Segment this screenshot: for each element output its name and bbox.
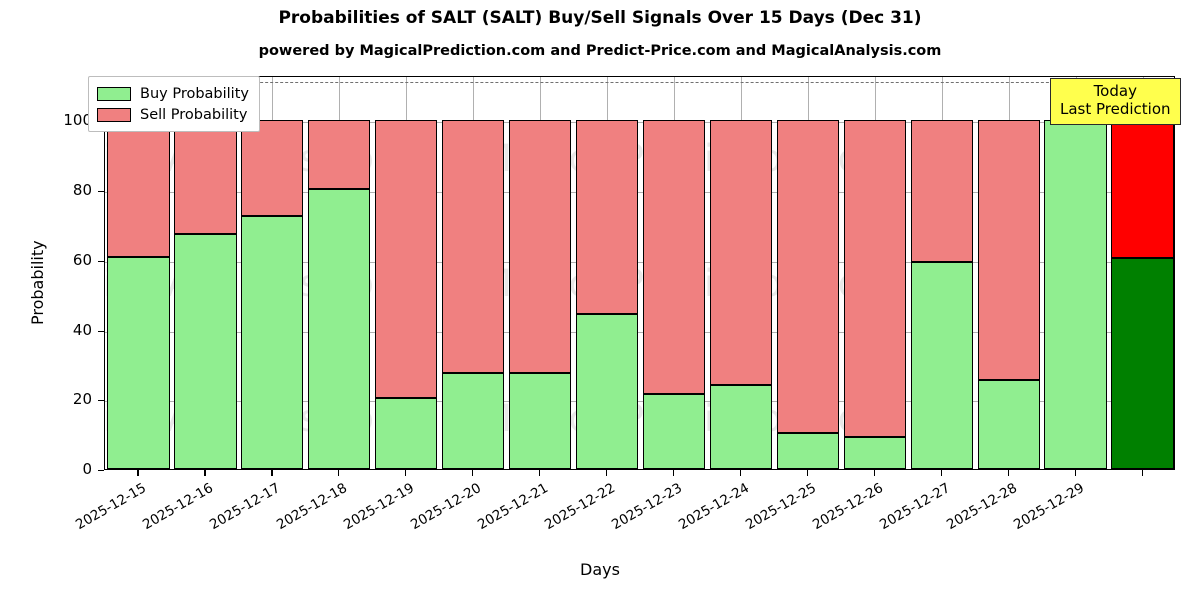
x-tick-mark [1074, 470, 1076, 476]
y-tick-mark [98, 191, 104, 193]
chart-subtitle: powered by MagicalPrediction.com and Pre… [258, 43, 942, 59]
legend-item[interactable]: Buy Probability [97, 83, 249, 104]
legend-item[interactable]: Sell Probability [97, 104, 249, 125]
bar-segment-sell[interactable] [977, 120, 1040, 381]
bar-segment-sell[interactable] [107, 120, 170, 257]
x-tick-mark [472, 470, 474, 476]
y-tick-label: 40 [72, 320, 92, 339]
bar-group[interactable] [910, 77, 973, 469]
x-tick-mark [940, 470, 942, 476]
bar-segment-sell[interactable] [709, 120, 773, 385]
bar-segment-sell[interactable] [575, 120, 639, 314]
gridline-horizontal [105, 331, 1174, 333]
plot-area: MagicalAnalysis.comMagicalPrediction.com… [104, 76, 1175, 470]
bar-group[interactable] [1111, 77, 1174, 469]
x-tick-mark [806, 470, 809, 476]
legend-swatch-icon [97, 86, 131, 101]
bar-segment-sell[interactable] [910, 120, 973, 262]
y-tick-mark [98, 330, 104, 332]
bar-segment-buy[interactable] [575, 313, 639, 469]
y-tick-mark [98, 470, 104, 472]
bar-group[interactable] [375, 77, 438, 469]
bar-group[interactable] [776, 77, 839, 469]
bar-group[interactable] [442, 77, 505, 469]
y-tick-label: 60 [72, 250, 92, 269]
y-tick-label: 0 [82, 460, 92, 478]
bar-group[interactable] [174, 77, 237, 469]
threshold-dashed-line [105, 82, 1174, 84]
bar-segment-sell[interactable] [174, 120, 237, 234]
bar-group[interactable] [508, 77, 572, 469]
x-tick-mark [672, 470, 675, 476]
bar-group[interactable] [107, 77, 170, 469]
bar-segment-sell[interactable] [375, 120, 438, 398]
bar-segment-buy[interactable] [776, 432, 839, 469]
bar-segment-buy[interactable] [241, 215, 304, 469]
bar-segment-buy[interactable] [843, 436, 906, 469]
y-tick-mark [98, 400, 104, 402]
bar-group[interactable] [977, 77, 1040, 469]
y-tick-mark [98, 260, 104, 262]
bar-segment-buy[interactable] [442, 373, 505, 469]
bar-segment-buy[interactable] [375, 397, 438, 469]
x-tick-mark [539, 470, 541, 476]
bar-segment-buy[interactable] [709, 384, 773, 469]
bar-segment-sell[interactable] [241, 120, 304, 216]
x-tick-mark [873, 470, 875, 476]
x-tick-mark [405, 470, 407, 476]
y-tick-label: 80 [72, 181, 92, 200]
bar-group[interactable] [843, 77, 906, 469]
bar-segment-buy[interactable] [508, 373, 572, 469]
gridline-horizontal [105, 401, 1174, 403]
x-tick-mark [137, 470, 139, 476]
today-annotation: Today Last Prediction [1050, 78, 1181, 125]
bar-segment-sell[interactable] [442, 120, 505, 374]
x-axis-label: Days [580, 560, 620, 579]
gridline-horizontal [105, 261, 1174, 263]
x-tick-mark [338, 470, 340, 476]
bar-segment-sell[interactable] [776, 120, 839, 433]
bar-segment-buy[interactable] [107, 256, 170, 469]
last-prediction-label: Last Prediction [1060, 100, 1171, 119]
gridline-horizontal [105, 192, 1174, 194]
bar-group[interactable] [1044, 77, 1107, 469]
bar-group[interactable] [575, 77, 639, 469]
y-tick-label: 100 [63, 111, 92, 130]
bar-segment-sell[interactable] [1111, 120, 1174, 259]
x-tick-mark [271, 470, 273, 476]
gridline-horizontal [105, 122, 1174, 124]
chart-title: Probabilities of SALT (SALT) Buy/Sell Si… [278, 8, 922, 28]
bar-segment-sell[interactable] [642, 120, 706, 394]
x-tick-mark [204, 470, 206, 476]
bar-segment-sell[interactable] [843, 120, 906, 437]
x-tick-mark [1141, 470, 1143, 476]
legend-label: Buy Probability [140, 85, 249, 102]
bar-segment-buy[interactable] [1044, 120, 1107, 469]
plot-inner: MagicalAnalysis.comMagicalPrediction.com… [105, 77, 1174, 469]
y-tick-label: 20 [72, 390, 92, 409]
bar-segment-buy[interactable] [1111, 258, 1174, 469]
legend-swatch-icon [97, 107, 131, 122]
bar-segment-buy[interactable] [977, 380, 1040, 469]
bar-segment-buy[interactable] [910, 261, 973, 469]
bar-segment-buy[interactable] [642, 393, 706, 469]
bar-group[interactable] [308, 77, 371, 469]
bar-segment-sell[interactable] [308, 120, 371, 190]
x-tick-mark [1007, 470, 1009, 476]
legend-label: Sell Probability [140, 106, 248, 123]
x-tick-mark [739, 470, 742, 476]
bar-group[interactable] [709, 77, 773, 469]
bar-segment-buy[interactable] [174, 234, 237, 469]
bar-group[interactable] [241, 77, 304, 469]
bar-segment-buy[interactable] [308, 189, 371, 469]
chart-legend: Buy Probability Sell Probability [88, 76, 260, 132]
bar-segment-sell[interactable] [508, 120, 572, 374]
today-label: Today [1093, 82, 1137, 100]
x-tick-mark [606, 470, 608, 476]
bar-group[interactable] [642, 77, 706, 469]
